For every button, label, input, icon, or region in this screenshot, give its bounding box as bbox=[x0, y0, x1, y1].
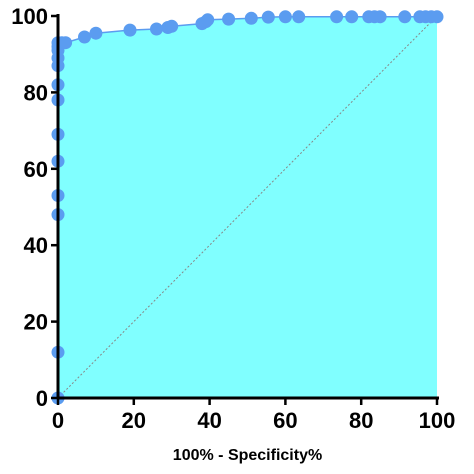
data-point-17 bbox=[123, 23, 137, 37]
data-point-28 bbox=[292, 10, 306, 24]
data-point-34 bbox=[398, 10, 412, 24]
x-axis-ticks: 0 20 40 60 80 100 bbox=[52, 398, 455, 433]
data-point-20 bbox=[165, 19, 179, 33]
data-point-38 bbox=[430, 10, 444, 24]
data-point-16 bbox=[89, 26, 103, 40]
y-tick-label-20: 20 bbox=[24, 310, 48, 335]
x-tick-label-0: 0 bbox=[52, 408, 64, 433]
data-point-30 bbox=[345, 10, 359, 24]
x-tick-label-60: 60 bbox=[273, 408, 297, 433]
x-tick-label-20: 20 bbox=[122, 408, 146, 433]
x-axis-title: 100% - Specificity% bbox=[173, 447, 322, 464]
y-tick-label-0: 0 bbox=[36, 386, 48, 411]
y-tick-label-40: 40 bbox=[24, 233, 48, 258]
data-point-27 bbox=[278, 10, 292, 24]
data-point-15 bbox=[78, 30, 91, 44]
y-tick-label-100: 100 bbox=[11, 4, 48, 29]
x-tick-label-40: 40 bbox=[197, 408, 221, 433]
data-point-33 bbox=[373, 10, 387, 24]
data-point-26 bbox=[261, 10, 275, 24]
data-point-24 bbox=[222, 12, 236, 26]
x-tick-label-80: 80 bbox=[349, 408, 373, 433]
data-point-25 bbox=[244, 11, 258, 25]
data-point-18 bbox=[150, 22, 163, 36]
data-point-29 bbox=[330, 10, 344, 24]
data-point-23 bbox=[201, 13, 215, 27]
reference-diagonal bbox=[57, 15, 438, 399]
y-axis-ticks: 0 20 40 60 80 100 bbox=[11, 4, 58, 411]
y-tick-label-60: 60 bbox=[24, 157, 48, 182]
data-point-14 bbox=[59, 36, 73, 50]
y-tick-label-80: 80 bbox=[24, 80, 48, 105]
x-tick-label-100: 100 bbox=[419, 408, 456, 433]
